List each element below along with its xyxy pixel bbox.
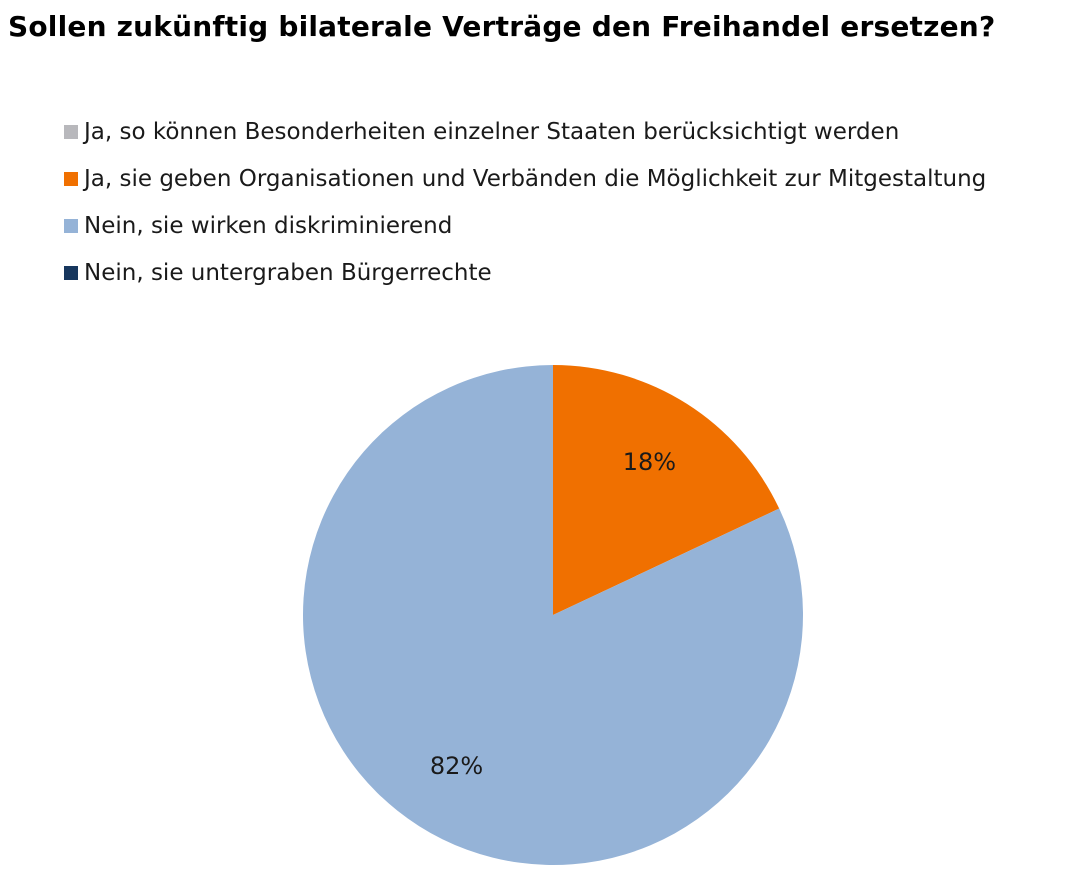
legend-item: Ja, so können Besonderheiten einzelner S…: [64, 108, 986, 155]
legend-swatch: [64, 171, 78, 186]
chart-title: Sollen zukünftig bilaterale Verträge den…: [8, 10, 996, 43]
legend-item: Nein, sie wirken diskriminierend: [64, 202, 986, 249]
legend-item: Ja, sie geben Organisationen und Verbänd…: [64, 155, 986, 202]
legend-item: Nein, sie untergraben Bürgerrechte: [64, 249, 986, 296]
legend-swatch: [64, 218, 78, 233]
pie-slice: [553, 365, 780, 615]
legend-label: Ja, sie geben Organisationen und Verbänd…: [84, 165, 987, 192]
legend-label: Ja, so können Besonderheiten einzelner S…: [84, 118, 900, 145]
pie-slice: [303, 365, 804, 865]
pie-data-label: 82%: [430, 752, 483, 780]
pie-data-label: 18%: [623, 448, 676, 476]
legend: Ja, so können Besonderheiten einzelner S…: [64, 108, 986, 296]
legend-label: Nein, sie untergraben Bürgerrechte: [84, 259, 492, 286]
legend-swatch: [64, 124, 78, 139]
legend-label: Nein, sie wirken diskriminierend: [84, 212, 453, 239]
legend-swatch: [64, 265, 78, 280]
